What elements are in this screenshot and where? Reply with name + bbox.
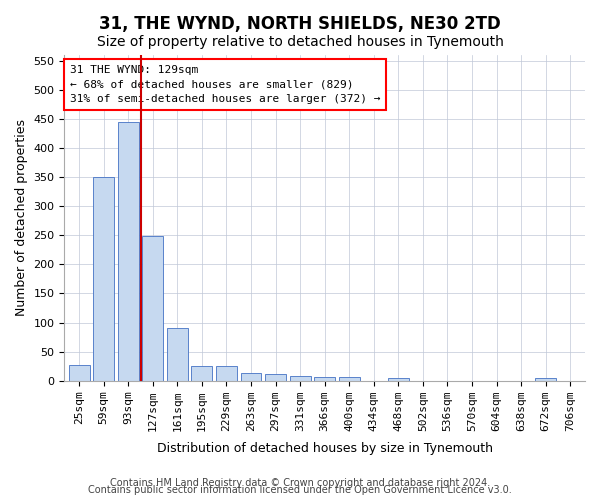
Text: Size of property relative to detached houses in Tynemouth: Size of property relative to detached ho…: [97, 35, 503, 49]
Y-axis label: Number of detached properties: Number of detached properties: [15, 120, 28, 316]
Bar: [388, 378, 409, 380]
Bar: [314, 377, 335, 380]
Bar: [216, 366, 237, 380]
Text: Contains HM Land Registry data © Crown copyright and database right 2024.: Contains HM Land Registry data © Crown c…: [110, 478, 490, 488]
Text: 31 THE WYND: 129sqm
← 68% of detached houses are smaller (829)
31% of semi-detac: 31 THE WYND: 129sqm ← 68% of detached ho…: [70, 65, 380, 104]
Bar: [241, 372, 262, 380]
Bar: [69, 365, 89, 380]
Bar: [265, 374, 286, 380]
Text: Contains public sector information licensed under the Open Government Licence v3: Contains public sector information licen…: [88, 485, 512, 495]
Bar: [535, 378, 556, 380]
Bar: [142, 236, 163, 380]
Bar: [93, 177, 114, 380]
Text: 31, THE WYND, NORTH SHIELDS, NE30 2TD: 31, THE WYND, NORTH SHIELDS, NE30 2TD: [99, 15, 501, 33]
Bar: [290, 376, 311, 380]
Bar: [191, 366, 212, 380]
X-axis label: Distribution of detached houses by size in Tynemouth: Distribution of detached houses by size …: [157, 442, 493, 455]
Bar: [118, 122, 139, 380]
Bar: [339, 377, 359, 380]
Bar: [167, 328, 188, 380]
